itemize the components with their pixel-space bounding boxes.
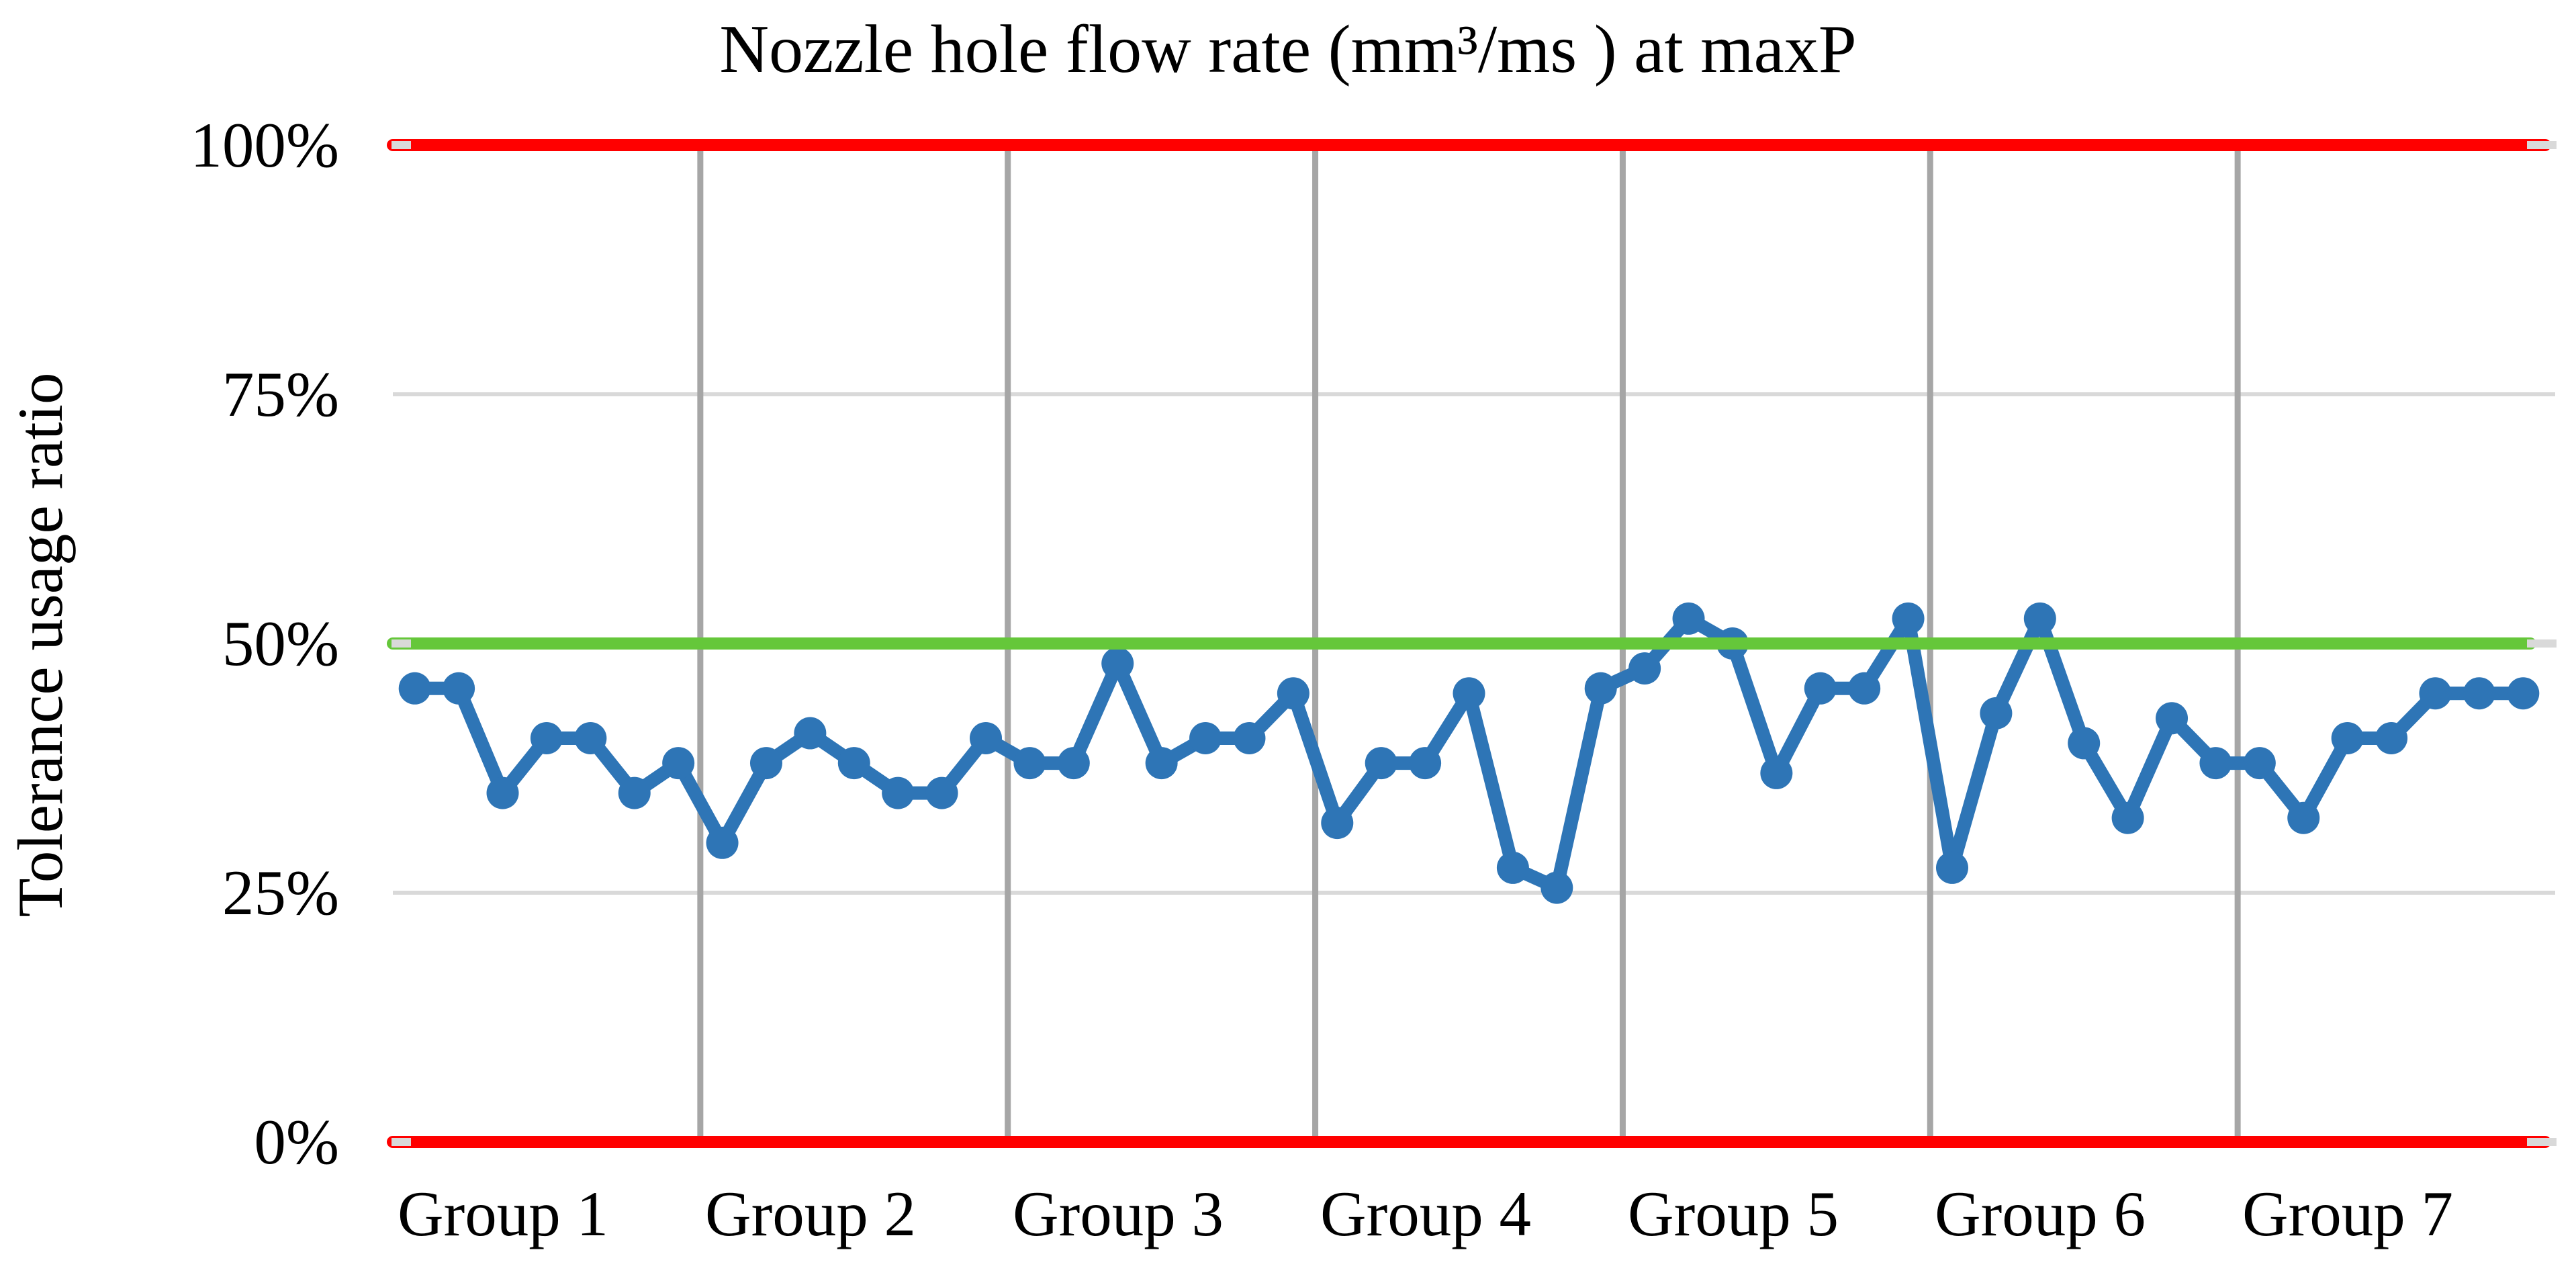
series-point	[1277, 677, 1309, 710]
y-tick-label-75: 75%	[222, 359, 339, 430]
series-point	[1321, 807, 1354, 840]
x-axis-group-label-7: Group 7	[2242, 1178, 2453, 1249]
series-point	[1365, 747, 1397, 780]
series-point	[1057, 747, 1090, 780]
series-point	[398, 672, 431, 705]
series-point	[1980, 697, 2013, 729]
series-point	[1453, 677, 1485, 710]
series-point	[2199, 747, 2232, 780]
series-point	[530, 721, 563, 754]
series-point	[1540, 871, 1573, 904]
series-point	[2331, 721, 2364, 754]
series-point	[574, 721, 607, 754]
x-axis-group-label-5: Group 5	[1628, 1178, 1839, 1249]
series-point	[837, 747, 870, 780]
series-point	[1584, 672, 1617, 705]
series-point	[749, 747, 782, 780]
series-point	[2463, 677, 2495, 710]
series-point	[970, 721, 1003, 754]
x-axis-group-label-1: Group 1	[398, 1178, 608, 1249]
series-point	[2156, 702, 2189, 735]
x-axis-group-label-4: Group 4	[1320, 1178, 1531, 1249]
y-tick-label-50: 50%	[222, 608, 339, 679]
x-axis-group-label-3: Group 3	[1013, 1178, 1224, 1249]
series-point	[1804, 672, 1837, 705]
series-point	[1233, 721, 1266, 754]
series-point	[925, 776, 958, 809]
x-axis-group-label-6: Group 6	[1935, 1178, 2146, 1249]
y-tick-label-0: 0%	[254, 1106, 339, 1178]
series-point	[618, 776, 651, 809]
series-point	[2419, 677, 2452, 710]
series-point	[2111, 801, 2144, 834]
x-axis-group-label-2: Group 2	[705, 1178, 916, 1249]
series-point	[662, 747, 695, 780]
series-point	[2507, 677, 2540, 710]
y-tick-label-25: 25%	[222, 857, 339, 928]
series-point	[1145, 747, 1178, 780]
series-point	[1101, 647, 1134, 680]
chart-title: Nozzle hole flow rate (mm³/ms ) at maxP	[719, 11, 1857, 87]
series-point	[1013, 747, 1046, 780]
series-point	[882, 776, 915, 809]
series-point	[2068, 727, 2101, 760]
series-point	[2243, 747, 2276, 780]
series-point	[1409, 747, 1442, 780]
series-point	[1760, 756, 1793, 789]
series-point	[1848, 672, 1881, 705]
series-point	[1628, 652, 1661, 685]
series-point	[2023, 602, 2056, 635]
series-point	[1672, 602, 1705, 635]
series-point	[1496, 851, 1529, 884]
series-point	[1892, 602, 1925, 635]
series-point	[706, 826, 739, 859]
y-tick-label-100: 100%	[190, 109, 339, 181]
series-point	[2287, 801, 2320, 834]
series-point	[486, 776, 519, 809]
series-point	[1189, 721, 1222, 754]
series-point	[2375, 721, 2408, 754]
series-point	[794, 717, 827, 750]
series-point	[1935, 851, 1968, 884]
series-point	[443, 672, 475, 705]
